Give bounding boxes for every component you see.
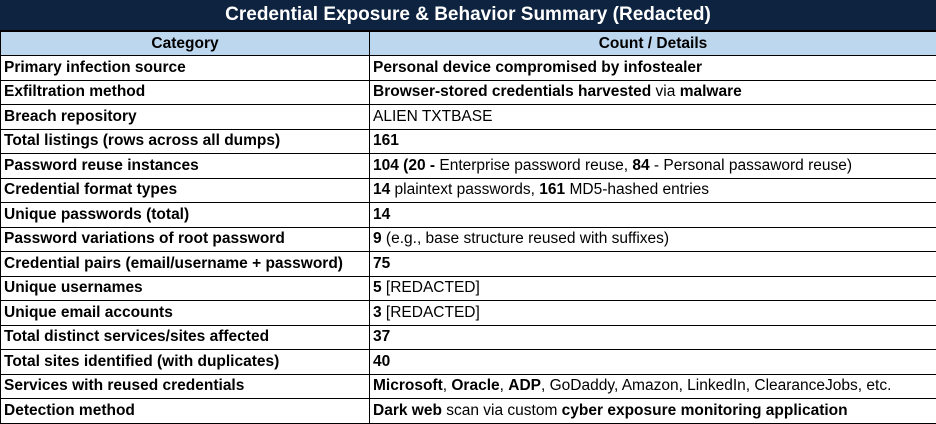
details-cell: 40 — [370, 350, 936, 375]
details-segment: ADP — [508, 377, 541, 394]
details-segment: ALIEN TXTBASE — [373, 108, 492, 125]
details-cell: 14 plaintext passwords, 161 MD5-hashed e… — [370, 178, 936, 203]
details-cell: ALIEN TXTBASE — [370, 105, 936, 130]
details-segment: scan via custom — [442, 402, 562, 419]
details-cell: Microsoft, Oracle, ADP, GoDaddy, Amazon,… — [370, 374, 936, 399]
details-cell: 3 [REDACTED] — [370, 301, 936, 326]
category-cell: Password reuse instances — [1, 154, 370, 179]
details-segment: 14 — [373, 206, 390, 223]
table-row: Unique passwords (total)14 — [1, 203, 936, 228]
details-segment: Dark web — [373, 402, 442, 419]
details-cell: 104 (20 - Enterprise password reuse, 84 … — [370, 154, 936, 179]
details-segment: 84 — [632, 157, 649, 174]
table-row: Credential pairs (email/username + passw… — [1, 252, 936, 277]
details-segment: [REDACTED] — [382, 304, 480, 321]
details-segment: 104 (20 - — [373, 157, 439, 174]
category-cell: Detection method — [1, 399, 370, 424]
table-title: Credential Exposure & Behavior Summary (… — [0, 0, 936, 31]
details-segment: 75 — [373, 255, 390, 272]
table-row: Total sites identified (with duplicates)… — [1, 350, 936, 375]
category-cell: Credential format types — [1, 178, 370, 203]
details-segment: 5 — [373, 279, 382, 296]
category-cell: Credential pairs (email/username + passw… — [1, 252, 370, 277]
category-cell: Unique passwords (total) — [1, 203, 370, 228]
details-segment: (e.g., base structure reused with suffix… — [382, 230, 669, 247]
details-segment: Enterprise password reuse, — [439, 157, 632, 174]
details-segment: Browser-stored credentials harvested — [373, 83, 651, 100]
details-segment: via — [651, 83, 679, 100]
details-segment: - Personal passaword reuse) — [650, 157, 852, 174]
details-cell: 161 — [370, 129, 936, 154]
header-row: Category Count / Details — [1, 32, 936, 56]
details-cell: Personal device compromised by infosteal… — [370, 56, 936, 81]
header-details: Count / Details — [370, 32, 936, 56]
details-cell: Browser-stored credentials harvested via… — [370, 80, 936, 105]
details-segment: 37 — [373, 328, 390, 345]
details-segment: , GoDaddy, Amazon, LinkedIn, ClearanceJo… — [541, 377, 891, 394]
details-cell: 5 [REDACTED] — [370, 276, 936, 301]
details-segment: Oracle — [451, 377, 499, 394]
category-cell: Exfiltration method — [1, 80, 370, 105]
details-segment: cyber exposure monitoring application — [562, 402, 848, 419]
details-cell: Dark web scan via custom cyber exposure … — [370, 399, 936, 424]
details-segment: , — [500, 377, 509, 394]
details-segment: [REDACTED] — [382, 279, 480, 296]
table-row: Total listings (rows across all dumps)16… — [1, 129, 936, 154]
category-cell: Primary infection source — [1, 56, 370, 81]
header-category: Category — [1, 32, 370, 56]
details-cell: 75 — [370, 252, 936, 277]
category-cell: Total sites identified (with duplicates) — [1, 350, 370, 375]
details-segment: plaintext passwords, — [390, 181, 539, 198]
category-cell: Breach repository — [1, 105, 370, 130]
details-segment: Personal device compromised by infosteal… — [373, 59, 702, 76]
details-segment: 161 — [539, 181, 565, 198]
category-cell: Password variations of root password — [1, 227, 370, 252]
category-cell: Unique usernames — [1, 276, 370, 301]
summary-table: Category Count / Details Primary infecti… — [0, 31, 936, 424]
category-cell: Total distinct services/sites affected — [1, 325, 370, 350]
category-cell: Unique email accounts — [1, 301, 370, 326]
details-cell: 37 — [370, 325, 936, 350]
details-segment: malware — [680, 83, 742, 100]
details-cell: 9 (e.g., base structure reused with suff… — [370, 227, 936, 252]
category-cell: Services with reused credentials — [1, 374, 370, 399]
details-segment: 14 — [373, 181, 390, 198]
details-segment: 40 — [373, 353, 390, 370]
details-segment: 3 — [373, 304, 382, 321]
details-segment: MD5-hashed entries — [565, 181, 709, 198]
details-segment: 161 — [373, 132, 399, 149]
details-cell: 14 — [370, 203, 936, 228]
details-segment: Microsoft — [373, 377, 443, 394]
category-cell: Total listings (rows across all dumps) — [1, 129, 370, 154]
details-segment: 9 — [373, 230, 382, 247]
